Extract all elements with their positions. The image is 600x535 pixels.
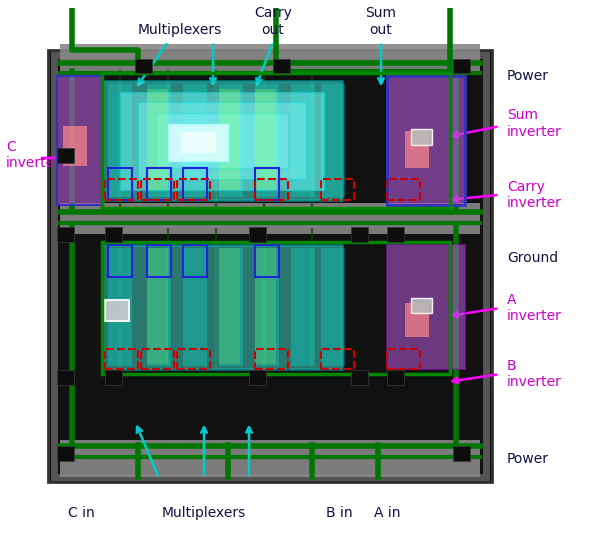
Text: Multiplexers: Multiplexers — [162, 506, 246, 520]
Bar — [255, 349, 288, 369]
Bar — [57, 148, 74, 163]
Text: Ground: Ground — [507, 251, 558, 265]
Bar — [405, 132, 429, 169]
Bar — [156, 113, 288, 169]
Bar — [321, 179, 354, 200]
Bar — [147, 245, 171, 277]
Bar — [102, 73, 450, 208]
Bar — [102, 242, 450, 374]
Bar — [48, 50, 492, 482]
Bar — [387, 349, 420, 369]
Bar — [60, 203, 480, 234]
Bar — [147, 248, 171, 366]
Bar — [147, 248, 168, 364]
Bar — [255, 248, 276, 364]
Bar — [255, 248, 279, 366]
Bar — [180, 132, 216, 152]
Bar — [387, 179, 420, 200]
Bar — [321, 84, 345, 197]
Bar — [351, 370, 368, 385]
Bar — [219, 84, 243, 197]
Bar — [108, 248, 132, 366]
Bar — [183, 248, 207, 366]
Bar — [387, 76, 465, 205]
Bar — [255, 245, 279, 277]
Bar — [411, 129, 432, 144]
Bar — [219, 89, 240, 189]
Text: Power: Power — [507, 69, 549, 83]
Bar — [108, 84, 132, 197]
Bar — [387, 76, 465, 205]
Bar — [147, 89, 168, 189]
Bar — [108, 169, 132, 200]
Bar — [60, 440, 480, 477]
Bar — [57, 446, 74, 461]
Text: C
inverter: C inverter — [6, 140, 61, 170]
Bar — [249, 370, 266, 385]
Bar — [57, 76, 102, 205]
Bar — [102, 245, 342, 369]
Bar — [105, 349, 138, 369]
Bar — [321, 248, 345, 366]
Bar — [105, 179, 138, 200]
Bar — [249, 227, 266, 242]
Bar — [387, 370, 404, 385]
Bar — [63, 126, 87, 166]
Text: Sum
inverter: Sum inverter — [507, 109, 562, 139]
Bar — [219, 248, 240, 364]
Bar — [183, 245, 207, 277]
Bar — [141, 179, 174, 200]
Bar — [255, 169, 279, 200]
Bar — [321, 349, 354, 369]
Bar — [57, 76, 102, 205]
Bar — [219, 248, 243, 366]
Bar — [138, 103, 306, 179]
Bar — [108, 245, 132, 277]
Bar — [351, 227, 368, 242]
Bar — [57, 227, 74, 242]
Bar — [105, 300, 129, 322]
Bar — [57, 370, 74, 385]
Text: Power: Power — [507, 452, 549, 465]
Bar — [105, 370, 122, 385]
Bar — [177, 179, 210, 200]
Text: A
inverter: A inverter — [507, 293, 562, 323]
Bar — [147, 84, 171, 197]
Text: Multiplexers: Multiplexers — [138, 22, 222, 36]
Text: C in: C in — [68, 506, 94, 520]
Bar — [120, 92, 324, 189]
Bar — [135, 59, 152, 73]
Bar — [168, 124, 228, 160]
Bar — [273, 59, 290, 73]
Text: B
inverter: B inverter — [507, 359, 562, 389]
Text: Carry
out: Carry out — [254, 6, 292, 36]
Text: Sum
out: Sum out — [365, 6, 397, 36]
Bar — [255, 89, 276, 189]
Bar — [387, 227, 404, 242]
Text: Carry
inverter: Carry inverter — [507, 180, 562, 210]
Bar — [54, 55, 486, 477]
Bar — [291, 84, 315, 197]
Bar — [387, 245, 465, 369]
Bar — [405, 303, 429, 337]
Bar — [453, 446, 470, 461]
Bar — [255, 84, 279, 197]
Bar — [141, 349, 174, 369]
Bar — [147, 169, 171, 200]
Bar — [177, 349, 210, 369]
Bar — [102, 81, 342, 200]
Text: B in: B in — [326, 506, 352, 520]
Text: A in: A in — [374, 506, 400, 520]
Bar — [183, 169, 207, 200]
Bar — [105, 227, 122, 242]
Bar — [183, 84, 207, 197]
Bar — [453, 59, 470, 73]
Bar — [291, 248, 315, 366]
Bar — [411, 297, 432, 314]
Bar — [255, 179, 288, 200]
Bar — [60, 44, 480, 71]
